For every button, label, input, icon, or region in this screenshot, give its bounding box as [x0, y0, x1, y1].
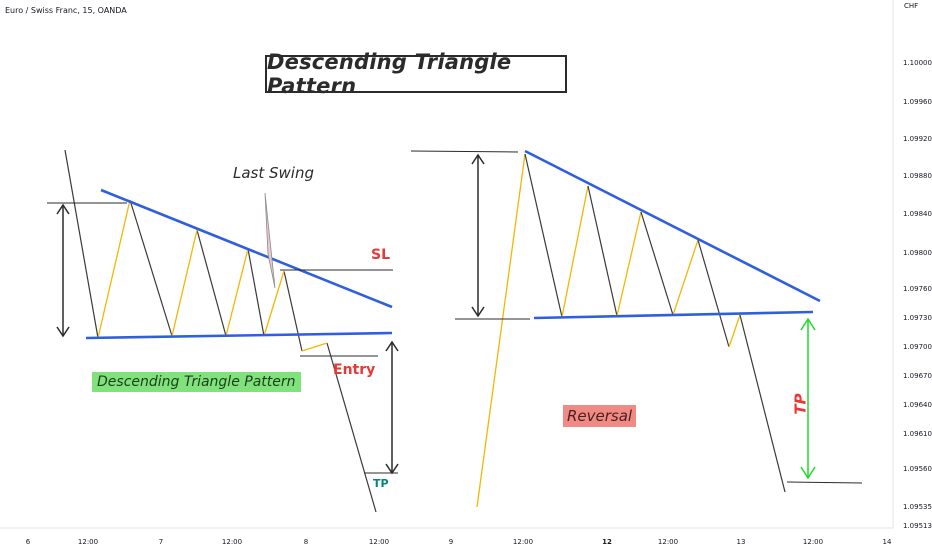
left-down-leg-4: [283, 270, 303, 352]
y-tick-label: 1.09700: [903, 343, 932, 351]
left-price-downswings: [64, 149, 99, 339]
y-tick-label: 1.09670: [903, 372, 932, 380]
y-tick-label: 1.09640: [903, 401, 932, 409]
left-up-leg-4: [263, 270, 285, 337]
y-axis: 1.10000 1.09960 1.09920 1.09880 1.09840 1.098…: [903, 59, 932, 530]
right-rally-leg: [476, 153, 526, 508]
y-tick-label: 1.09610: [903, 430, 932, 438]
right-up-leg-1: [561, 185, 589, 318]
chart-title: Descending Triangle Pattern: [265, 50, 567, 98]
tp-right-label: TP: [791, 393, 810, 415]
right-pattern: [410, 149, 863, 508]
x-tick-label: 12:00: [803, 538, 823, 546]
right-breakdown-leg: [739, 314, 786, 493]
last-swing-label: Last Swing: [233, 164, 314, 182]
pattern-label: Descending Triangle Pattern: [92, 372, 301, 392]
right-retest-leg: [728, 314, 741, 348]
right-height-arrowhead-top: [471, 153, 485, 165]
x-tick-label: 6: [26, 538, 31, 546]
tp-left-label: TP: [373, 477, 389, 490]
right-up-leg-2: [616, 211, 642, 317]
y-tick-label: 1.10000: [903, 59, 932, 67]
left-breakdown-leg: [326, 342, 377, 513]
right-height-arrowhead-bottom: [471, 306, 485, 318]
right-upper-trendline: [524, 149, 821, 303]
y-tick-label: 1.09730: [903, 314, 932, 322]
left-lower-trendline: [85, 331, 393, 340]
left-upper-trendline: [100, 188, 393, 309]
x-tick-label: 8: [304, 538, 308, 546]
left-down-leg-3: [247, 248, 265, 337]
y-tick-label: 1.09800: [903, 249, 932, 257]
left-height-arrowhead-top: [56, 203, 70, 215]
symbol-label: Euro / Swiss Franc, 15, OANDA: [5, 6, 127, 15]
x-tick-label: 14: [883, 538, 892, 546]
left-tp-arrowhead-top: [385, 340, 399, 352]
right-tp-line: [786, 481, 863, 484]
right-tp-arrowhead-bottom: [800, 466, 816, 480]
currency-badge: CHF: [904, 2, 919, 10]
y-tick-label: 1.09760: [903, 285, 932, 293]
y-tick-label: 1.09840: [903, 210, 932, 218]
reversal-label: Reversal: [563, 405, 637, 427]
right-down-leg-3: [640, 211, 674, 316]
x-tick-label: 12:00: [513, 538, 533, 546]
x-tick-label: 7: [159, 538, 163, 546]
x-tick-label: 12:00: [369, 538, 389, 546]
left-down-leg-1: [129, 199, 173, 337]
x-tick-label: 12:00: [78, 538, 98, 546]
left-up-leg-3: [225, 248, 249, 337]
last-swing-callout: [264, 192, 276, 289]
right-height-topline: [410, 150, 519, 153]
left-pattern: [47, 149, 399, 513]
x-axis: 6 12:00 7 12:00 8 12:00 9 12:00 12 12:00 13 12:00 14: [26, 538, 892, 546]
x-tick-label: 13: [737, 538, 746, 546]
left-retest-leg: [301, 342, 328, 352]
x-tick-label: 12:00: [658, 538, 678, 546]
entry-label: Entry: [333, 362, 376, 378]
x-tick-label: 12: [602, 538, 612, 546]
left-height-arrowhead-bottom: [56, 326, 70, 338]
x-tick-label: 12:00: [222, 538, 242, 546]
left-up-leg-2: [171, 229, 198, 337]
y-tick-label: 1.09880: [903, 172, 932, 180]
sl-label: SL: [371, 247, 391, 263]
y-tick-label: 1.09513: [903, 522, 932, 530]
y-tick-label: 1.09920: [903, 135, 932, 143]
y-tick-label: 1.09960: [903, 98, 932, 106]
right-down-leg-4: [697, 239, 730, 348]
left-down-leg-2: [196, 229, 227, 337]
x-tick-label: 9: [449, 538, 453, 546]
y-tick-label: 1.09535: [903, 503, 932, 511]
left-up-leg-1: [97, 199, 131, 339]
y-tick-label: 1.09560: [903, 465, 932, 473]
right-up-leg-3: [672, 239, 699, 316]
right-down-leg-1: [524, 153, 563, 318]
right-down-leg-2: [587, 185, 618, 317]
right-lower-trendline: [533, 310, 814, 320]
right-tp-arrowhead-top: [800, 317, 816, 331]
